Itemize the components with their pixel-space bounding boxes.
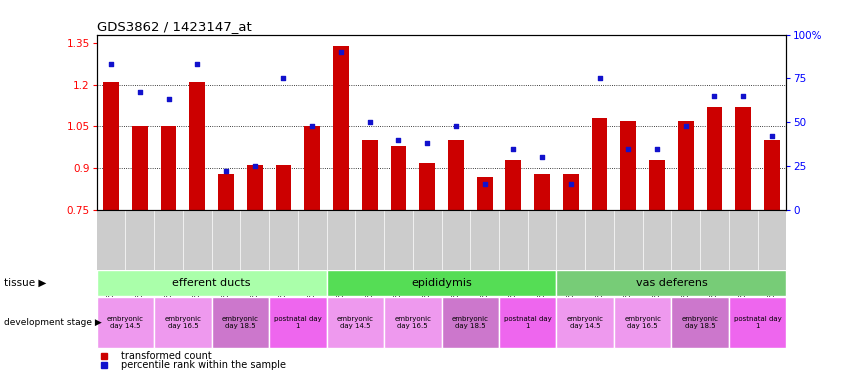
Point	[392, 137, 405, 143]
Bar	[333, 46, 349, 210]
Bar	[442, 297, 499, 348]
Text: embryonic
day 14.5: embryonic day 14.5	[567, 316, 604, 329]
Bar	[154, 297, 212, 348]
Bar	[420, 163, 435, 210]
Bar	[276, 166, 291, 210]
Point	[104, 61, 118, 68]
Bar	[614, 297, 671, 348]
Bar	[103, 82, 119, 210]
Point	[220, 168, 233, 174]
Point	[334, 49, 347, 55]
Bar	[764, 141, 780, 210]
Point	[363, 119, 377, 125]
Text: embryonic
day 14.5: embryonic day 14.5	[337, 316, 373, 329]
Bar	[671, 297, 729, 348]
Bar	[189, 82, 205, 210]
Bar	[326, 270, 557, 296]
Point	[449, 123, 463, 129]
Bar	[678, 121, 694, 210]
Text: epididymis: epididymis	[411, 278, 472, 288]
Point	[506, 146, 520, 152]
Text: postnatal day
1: postnatal day 1	[733, 316, 781, 329]
Text: transformed count: transformed count	[121, 351, 212, 361]
Bar	[362, 141, 378, 210]
Point	[621, 146, 635, 152]
Point	[161, 96, 175, 103]
Text: embryonic
day 18.5: embryonic day 18.5	[682, 316, 718, 329]
Point	[277, 75, 290, 81]
Bar	[304, 126, 320, 210]
Text: efferent ducts: efferent ducts	[172, 278, 251, 288]
Text: vas deferens: vas deferens	[636, 278, 707, 288]
Point	[650, 146, 664, 152]
Point	[478, 180, 491, 187]
Bar	[247, 166, 262, 210]
Bar	[592, 118, 607, 210]
Point	[305, 123, 319, 129]
Bar	[735, 107, 751, 210]
Bar	[132, 126, 148, 210]
Point	[536, 154, 549, 161]
Bar	[706, 107, 722, 210]
Text: GDS3862 / 1423147_at: GDS3862 / 1423147_at	[97, 20, 251, 33]
Bar	[621, 121, 636, 210]
Bar	[97, 270, 326, 296]
Text: embryonic
day 18.5: embryonic day 18.5	[452, 316, 489, 329]
Bar	[557, 270, 786, 296]
Point	[191, 61, 204, 68]
Bar	[557, 297, 614, 348]
Bar	[477, 177, 493, 210]
Text: postnatal day
1: postnatal day 1	[504, 316, 552, 329]
Bar	[563, 174, 579, 210]
Bar	[448, 141, 463, 210]
Bar	[390, 146, 406, 210]
Point	[679, 123, 692, 129]
Bar	[218, 174, 234, 210]
Point	[133, 89, 146, 96]
Bar	[326, 297, 384, 348]
Bar	[212, 297, 269, 348]
Bar	[499, 297, 557, 348]
Text: embryonic
day 16.5: embryonic day 16.5	[394, 316, 431, 329]
Bar	[384, 297, 442, 348]
Text: embryonic
day 14.5: embryonic day 14.5	[107, 316, 144, 329]
Bar	[534, 174, 550, 210]
Text: tissue ▶: tissue ▶	[4, 278, 46, 288]
Text: embryonic
day 16.5: embryonic day 16.5	[624, 316, 661, 329]
Bar	[505, 160, 521, 210]
Point	[708, 93, 722, 99]
Bar	[269, 297, 326, 348]
Bar	[97, 297, 154, 348]
Text: percentile rank within the sample: percentile rank within the sample	[121, 360, 286, 370]
Point	[564, 180, 578, 187]
Bar	[729, 297, 786, 348]
Point	[593, 75, 606, 81]
Bar	[649, 160, 665, 210]
Point	[765, 133, 779, 139]
Text: embryonic
day 16.5: embryonic day 16.5	[165, 316, 201, 329]
Text: postnatal day
1: postnatal day 1	[274, 316, 322, 329]
Text: development stage ▶: development stage ▶	[4, 318, 102, 327]
Bar	[161, 126, 177, 210]
Point	[737, 93, 750, 99]
Text: embryonic
day 18.5: embryonic day 18.5	[222, 316, 259, 329]
Point	[420, 140, 434, 146]
Point	[248, 163, 262, 169]
